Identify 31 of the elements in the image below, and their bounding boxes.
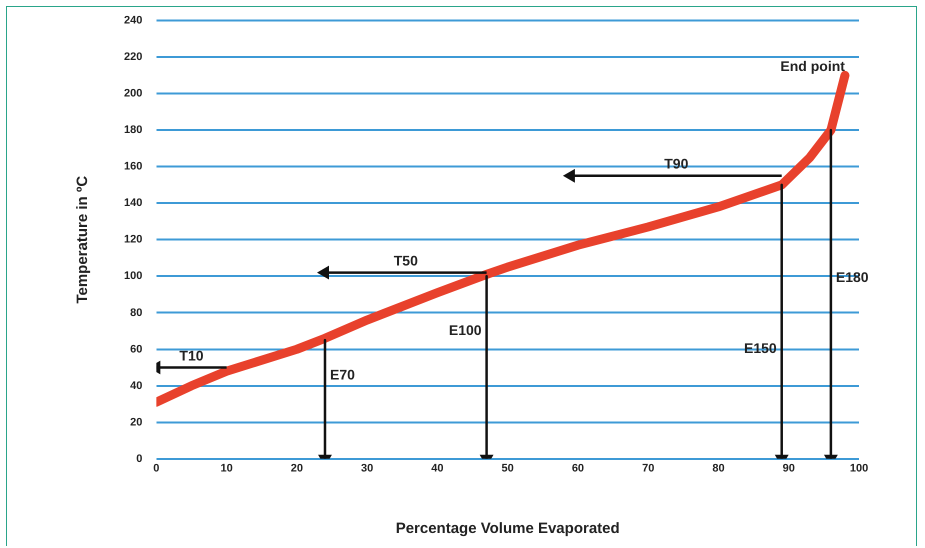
annotation: End point	[780, 58, 846, 74]
y-tick-label: 60	[130, 343, 142, 356]
x-tick-label: 0	[153, 462, 160, 474]
y-tick-label: 0	[136, 452, 142, 465]
x-tick-label: 50	[502, 462, 514, 474]
series-label: E100	[448, 322, 482, 338]
x-tick-label: 80	[712, 462, 725, 474]
y-tick-label: 240	[124, 14, 142, 27]
x-tick-label: 100	[850, 462, 868, 474]
x-tick-label: 90	[782, 462, 795, 474]
y-axis-title: Temperature in ºC	[74, 176, 92, 304]
y-tick-label: 40	[130, 380, 142, 392]
x-tick-label: 20	[290, 462, 304, 474]
x-tick-label: 70	[642, 462, 654, 474]
x-tick-label: 40	[431, 462, 444, 474]
y-tick-label: 20	[130, 416, 142, 428]
y-tick-label: 120	[124, 234, 142, 246]
x-tick-label: 10	[220, 462, 233, 474]
y-tick-label: 140	[124, 197, 142, 210]
y-tick-label: 100	[124, 270, 142, 282]
y-tick-label: 200	[124, 88, 142, 100]
series-label: E70	[330, 366, 356, 383]
x-tick-label: 30	[361, 462, 374, 474]
x-tick-label: 60	[572, 462, 584, 474]
y-tick-label: 160	[124, 160, 142, 173]
y-tick-label: 220	[124, 51, 142, 64]
series-label: T50	[394, 252, 418, 268]
y-tick-label: 180	[124, 124, 142, 136]
y-tick-label: 80	[130, 306, 142, 319]
x-axis-title: Percentage Volume Evaporated	[396, 520, 620, 538]
series-label: T10	[179, 347, 204, 364]
